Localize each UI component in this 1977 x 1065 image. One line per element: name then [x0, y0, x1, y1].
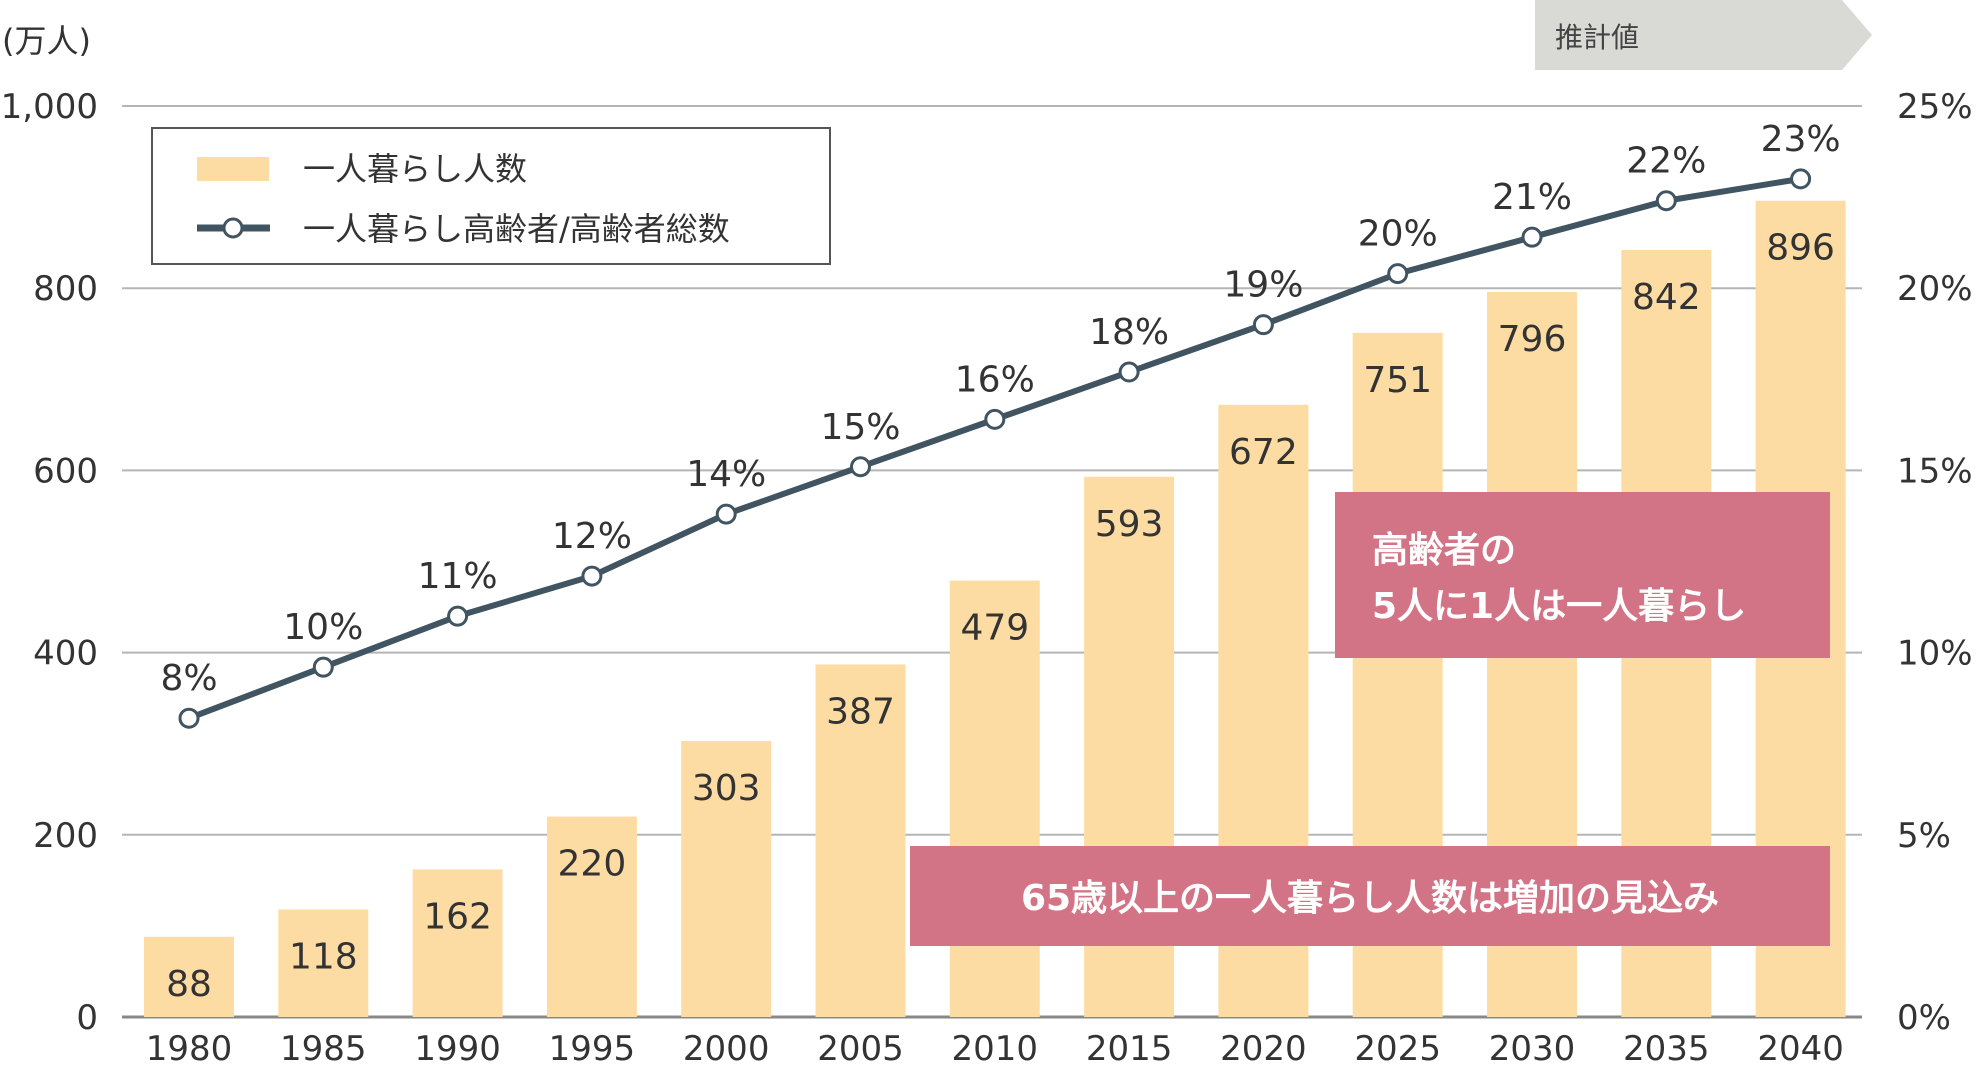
line-value-label: 19% [1223, 265, 1303, 306]
bar-value-label: 593 [1095, 504, 1164, 545]
bar [681, 740, 772, 1017]
x-tick-label: 2025 [1354, 1029, 1441, 1065]
line-data-labels: 8% 10% 11% 12% 14% 15% 16% 18% 19% 20% 21% 22% 23% [160, 119, 1840, 699]
legend-line-marker [222, 217, 244, 239]
line-point [1521, 226, 1543, 248]
legend-bar-label: 一人暮らし人数 [303, 150, 527, 188]
line-value-label: 11% [418, 556, 498, 597]
line-value-label: 15% [820, 407, 900, 448]
annotation-increase-box [910, 846, 1830, 946]
y-left-tick-label: 400 [33, 634, 98, 674]
line-point [1655, 190, 1677, 212]
annotation-elderly-line2: 5人に1人は一人暮らし [1372, 586, 1746, 627]
x-tick-label: 2010 [952, 1029, 1039, 1065]
x-tick-label: 2030 [1489, 1029, 1576, 1065]
y-left-tick-label: 800 [33, 269, 98, 309]
bar-value-label: 842 [1632, 277, 1701, 318]
x-tick-label: 2005 [817, 1029, 904, 1065]
line-value-label: 22% [1626, 141, 1706, 182]
x-tick-label: 1995 [549, 1029, 636, 1065]
x-tick-label: 1980 [146, 1029, 233, 1065]
annotation-elderly-box [1335, 492, 1830, 658]
legend-box [151, 127, 831, 265]
bar [815, 664, 906, 1017]
line-value-label: 21% [1492, 177, 1572, 218]
line-point [447, 605, 469, 627]
line-value-label: 20% [1358, 214, 1438, 255]
bar-value-label: 303 [692, 768, 761, 809]
y-right-tick-label: 0% [1897, 998, 1951, 1038]
y-right-tick-label: 10% [1897, 634, 1973, 674]
bar-value-label: 796 [1498, 319, 1567, 360]
legend-line-label: 一人暮らし高齢者/高齢者総数 [303, 210, 730, 248]
y-right-tick-label: 15% [1897, 451, 1973, 491]
axes: 0 200 400 600 800 1,000 0% 5% 10% 15% 20% 25% 1980 19… [1, 87, 1973, 1065]
x-tick-label: 2015 [1086, 1029, 1173, 1065]
y-left-tick-label: 600 [33, 451, 98, 491]
bar-value-label: 88 [166, 964, 212, 1005]
bar [278, 909, 369, 1017]
bar [144, 936, 234, 1017]
y-right-tick-label: 20% [1897, 269, 1973, 309]
line-point [1118, 361, 1140, 383]
projection-arrow [1535, 0, 1872, 70]
line-value-label: 18% [1089, 312, 1169, 353]
bar [412, 869, 503, 1017]
projection-tag: 推計値 [1535, 0, 1872, 70]
line-point [1387, 263, 1409, 285]
annotation-elderly-line1: 高齢者の [1372, 530, 1516, 571]
line-point [178, 707, 200, 729]
bar-value-label: 751 [1363, 360, 1432, 401]
line-point [1790, 168, 1812, 190]
bar [546, 816, 637, 1017]
line-point [581, 565, 603, 587]
x-tick-label: 2020 [1220, 1029, 1307, 1065]
x-tick-label: 1985 [280, 1029, 367, 1065]
line-point [715, 503, 737, 525]
y-left-tick-label: 200 [33, 816, 98, 856]
x-tick-label: 2000 [683, 1029, 770, 1065]
line-point [850, 456, 871, 478]
x-tick-label: 2035 [1623, 1029, 1710, 1065]
line-value-label: 10% [283, 607, 363, 648]
line-series [178, 168, 1812, 729]
projection-label: 推計値 [1555, 21, 1639, 54]
y-unit-label: (万人) [2, 22, 91, 60]
x-tick-label: 2040 [1757, 1029, 1844, 1065]
line-point [1252, 314, 1274, 336]
y-left-tick-label: 1,000 [1, 87, 98, 127]
annotation-elderly-text: 高齢者の 5人に1人は一人暮らし [1372, 530, 1746, 627]
annotation-increase-text: 65歳以上の一人暮らし人数は増加の見込み [1021, 878, 1719, 919]
line-value-label: 8% [160, 658, 217, 699]
legend-bar-swatch [197, 157, 269, 181]
bar-value-label: 387 [826, 691, 895, 732]
y-right-tick-label: 25% [1897, 87, 1973, 127]
annotation-elderly: 高齢者の 5人に1人は一人暮らし [1335, 492, 1830, 658]
line-point [312, 656, 334, 678]
bar-value-label: 118 [289, 937, 358, 978]
bar-value-label: 672 [1229, 432, 1298, 473]
bar-value-label: 220 [558, 844, 627, 885]
y-right-tick-label: 5% [1897, 816, 1951, 856]
legend: 一人暮らし人数 一人暮らし高齢者/高齢者総数 [151, 127, 831, 265]
bar-value-label: 479 [960, 608, 1029, 649]
annotation-increase: 65歳以上の一人暮らし人数は増加の見込み [910, 846, 1830, 946]
bar-value-label: 162 [423, 896, 492, 937]
bar-data-labels: 88 118 162 220 303 387 479 593 672 751 796 842 896 [166, 228, 1835, 1005]
line-value-label: 16% [955, 359, 1035, 400]
bar-value-label: 896 [1766, 228, 1835, 269]
y-left-tick-label: 0 [76, 998, 98, 1038]
x-tick-label: 1990 [414, 1029, 501, 1065]
line-value-label: 23% [1761, 119, 1841, 160]
line-value-label: 12% [552, 516, 632, 557]
line-value-label: 14% [686, 454, 766, 495]
line-point [984, 408, 1006, 430]
